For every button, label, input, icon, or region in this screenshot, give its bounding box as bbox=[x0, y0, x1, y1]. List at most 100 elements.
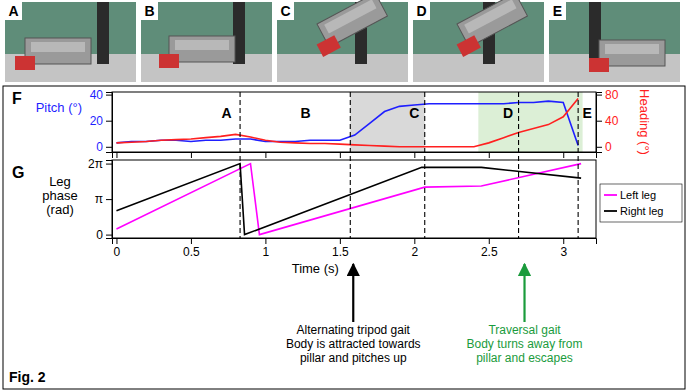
photo-background bbox=[549, 2, 680, 82]
plot-frame bbox=[112, 160, 596, 238]
annotation: Traversal gait bbox=[488, 323, 561, 337]
tick-mark bbox=[596, 147, 602, 148]
tick: 20 bbox=[90, 114, 112, 128]
tick: 2.5 bbox=[481, 238, 498, 259]
robot-legs bbox=[15, 56, 35, 70]
tick-mark bbox=[106, 121, 112, 122]
robot-top bbox=[175, 40, 229, 50]
tick-mark bbox=[191, 238, 192, 244]
panel-label: E bbox=[553, 3, 562, 19]
tick: 1.5 bbox=[332, 238, 349, 259]
tick bbox=[265, 152, 266, 158]
tick-mark bbox=[489, 152, 490, 158]
axis-title: Heading (°) bbox=[637, 89, 652, 155]
chart-g: 00.511.522.530π2πTime (s)Legphase(rad)GL… bbox=[12, 157, 682, 276]
tick-label: 1 bbox=[263, 245, 270, 259]
tick-mark bbox=[106, 199, 112, 200]
photo-panel: D bbox=[413, 0, 544, 82]
photo-background bbox=[141, 2, 272, 82]
tick-label: 40 bbox=[90, 88, 104, 102]
plot-area bbox=[116, 92, 582, 152]
axis-line bbox=[106, 93, 113, 153]
figure-frame bbox=[3, 86, 685, 389]
legend-box bbox=[600, 184, 682, 222]
figure-svg: ABCDEFig. 20204004080Pitch (°)Heading (°… bbox=[0, 0, 689, 392]
tick-mark bbox=[340, 238, 341, 244]
tick: 40 bbox=[90, 88, 112, 102]
tick: 1 bbox=[263, 238, 270, 259]
photo-robot bbox=[15, 38, 91, 70]
axis-line bbox=[113, 239, 597, 245]
robot-top bbox=[31, 42, 85, 52]
annotation: Body is attracted towards bbox=[286, 337, 421, 351]
event-label: E bbox=[582, 105, 591, 121]
photo-panel: E bbox=[549, 2, 680, 82]
tick-mark bbox=[106, 235, 112, 236]
photo-robot bbox=[589, 40, 665, 72]
tick-label: 2 bbox=[411, 245, 418, 259]
axis-line bbox=[597, 93, 603, 153]
tick-label: 2π bbox=[88, 157, 103, 171]
tick-label: 0.5 bbox=[183, 245, 200, 259]
tick-mark bbox=[563, 152, 564, 158]
axis-line bbox=[106, 161, 113, 239]
tick-mark bbox=[596, 95, 602, 96]
tick: 80 bbox=[596, 88, 619, 102]
tick-label: 40 bbox=[605, 114, 619, 128]
photo-panel: C bbox=[277, 0, 408, 82]
tick-mark bbox=[414, 152, 415, 158]
tick bbox=[116, 152, 117, 158]
figure-label: Fig. 2 bbox=[9, 369, 46, 385]
tick-label: 3 bbox=[560, 245, 567, 259]
tick bbox=[340, 152, 341, 158]
annotation: pillar and pitches up bbox=[300, 351, 407, 365]
tick-mark bbox=[106, 164, 112, 165]
robot-legs bbox=[589, 58, 609, 72]
panel-label-box bbox=[413, 2, 430, 20]
tick bbox=[489, 152, 490, 158]
axis-title: Pitch (°) bbox=[36, 100, 82, 115]
axis-title: Time (s) bbox=[292, 261, 339, 276]
tick: 0 bbox=[96, 140, 112, 154]
tick-label: π bbox=[95, 192, 103, 206]
robot-top bbox=[605, 44, 659, 54]
tick-label: 2.5 bbox=[481, 245, 498, 259]
tick-label: 0 bbox=[114, 245, 121, 259]
panel-label: A bbox=[8, 3, 18, 19]
data-line bbox=[116, 164, 581, 235]
legend-label: Left leg bbox=[620, 189, 656, 201]
robot-legs bbox=[159, 54, 179, 68]
tick bbox=[414, 152, 415, 158]
panel-label-box bbox=[5, 2, 22, 20]
tick-mark bbox=[340, 152, 341, 158]
tick-mark bbox=[116, 152, 117, 158]
event-line bbox=[350, 92, 351, 238]
robot-legs bbox=[457, 35, 481, 57]
axis-title-line: Leg bbox=[49, 174, 71, 189]
panel-label: F bbox=[12, 90, 22, 107]
axis: 0 0.5 1 1.5 2 2.5 3 bbox=[113, 238, 597, 259]
annotation: pillar and escapes bbox=[476, 351, 573, 365]
shaded-region bbox=[350, 92, 424, 152]
legend: Left legRight leg bbox=[600, 184, 682, 222]
photo-floor bbox=[277, 54, 408, 82]
legend-swatch bbox=[604, 210, 617, 212]
data-line bbox=[116, 164, 581, 235]
event-lines bbox=[240, 92, 578, 238]
tick-mark bbox=[489, 238, 490, 244]
legend-swatch bbox=[604, 194, 617, 196]
photo-pillar bbox=[97, 2, 109, 64]
panel-label: C bbox=[280, 3, 290, 19]
tick-mark bbox=[116, 238, 117, 244]
plot-area bbox=[116, 164, 581, 235]
event-line bbox=[578, 92, 579, 238]
tick: 2 bbox=[411, 238, 418, 259]
tick-label: 0 bbox=[96, 228, 103, 242]
photo-robot bbox=[308, 0, 390, 57]
photo-robot bbox=[448, 0, 530, 57]
axis-title-line: phase bbox=[42, 188, 77, 203]
annotation-arrow bbox=[523, 264, 525, 322]
tick-mark bbox=[563, 238, 564, 244]
annotation: Alternating tripod gait bbox=[297, 323, 411, 337]
chart-f: 0204004080Pitch (°)Heading (°)F bbox=[12, 88, 652, 158]
